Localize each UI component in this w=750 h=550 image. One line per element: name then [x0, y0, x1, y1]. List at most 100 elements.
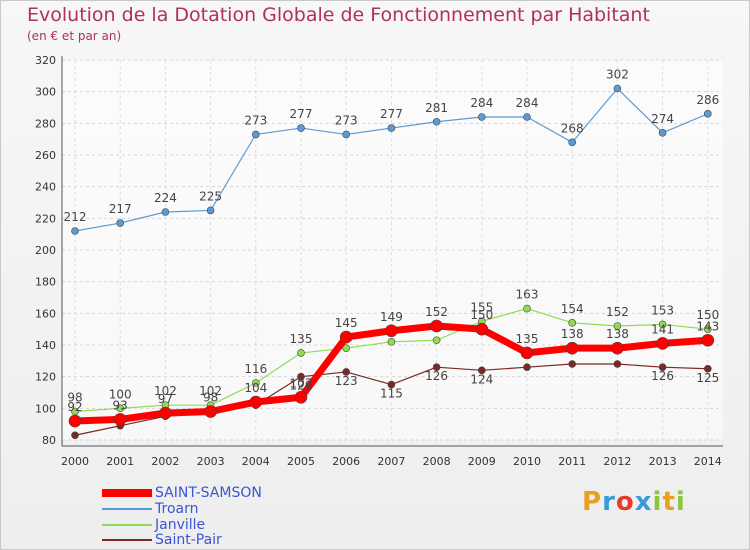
- x-tick-label: 2005: [287, 455, 315, 468]
- logo-letter: i: [652, 487, 663, 517]
- point-saint-pair: [658, 363, 667, 371]
- point-troarn: [71, 227, 79, 235]
- data-label-saint-samson: 150: [470, 308, 493, 322]
- point-janville: [116, 404, 124, 413]
- data-label-saint-pair: 115: [380, 387, 403, 401]
- point-janville: [613, 322, 622, 330]
- point-saint-samson: [113, 413, 127, 426]
- point-janville: [252, 379, 260, 387]
- x-tick-label: 2002: [151, 455, 179, 468]
- data-label-saint-samson: 97: [158, 392, 173, 406]
- data-label-saint-samson: 152: [425, 305, 448, 319]
- logo-letter: t: [662, 487, 676, 517]
- point-saint-pair: [613, 360, 622, 368]
- data-label-janville: 102: [154, 384, 177, 398]
- data-label-saint-samson: 92: [67, 400, 82, 414]
- point-saint-pair: [432, 363, 441, 371]
- data-label-saint-samson: 135: [516, 332, 539, 346]
- point-troarn: [206, 206, 215, 215]
- data-label-janville: 163: [516, 288, 539, 302]
- point-saint-pair: [342, 368, 351, 376]
- point-saint-samson: [475, 322, 489, 336]
- x-tick-label: 2001: [106, 455, 134, 468]
- data-label-saint-pair: 126: [425, 369, 448, 383]
- x-tick-label: 2009: [468, 455, 496, 468]
- data-label-troarn: 212: [64, 210, 87, 224]
- data-label-saint-pair: 126: [651, 369, 674, 383]
- point-saint-pair: [387, 380, 396, 389]
- logo-letter: x: [634, 487, 653, 517]
- point-troarn: [568, 138, 577, 147]
- point-saint-pair: [477, 366, 486, 375]
- legend-swatch: [102, 489, 152, 497]
- point-troarn: [477, 113, 486, 121]
- point-janville: [432, 336, 441, 345]
- data-label-troarn: 225: [199, 189, 222, 203]
- data-label-janville: 150: [696, 308, 719, 322]
- data-label-janville: 154: [561, 302, 584, 316]
- data-label-saint-samson: 104: [244, 381, 267, 395]
- point-saint-samson: [656, 337, 669, 350]
- point-janville: [703, 325, 712, 333]
- legend-label: Troarn: [155, 501, 199, 517]
- y-tick-label: 140: [35, 339, 56, 352]
- point-saint-samson: [520, 346, 534, 360]
- data-label-janville: 100: [109, 387, 132, 401]
- data-label-saint-samson: 149: [380, 310, 403, 324]
- data-label-janville: 135: [290, 332, 313, 346]
- y-tick-label: 260: [35, 149, 56, 162]
- data-label-troarn: 302: [606, 68, 629, 82]
- x-tick-label: 2014: [694, 455, 722, 468]
- chart-subtitle: (en € et par an): [27, 29, 122, 43]
- point-saint-samson: [159, 406, 172, 420]
- point-saint-samson: [701, 333, 715, 347]
- point-saint-samson: [430, 319, 443, 333]
- data-label-saint-samson: 93: [113, 398, 128, 412]
- point-troarn: [432, 117, 441, 126]
- point-troarn: [116, 219, 124, 227]
- data-label-troarn: 224: [154, 191, 177, 205]
- point-janville: [297, 349, 305, 357]
- y-tick-label: 120: [35, 371, 56, 384]
- point-troarn: [342, 130, 351, 139]
- data-label-saint-samson: 138: [561, 327, 584, 341]
- data-label-saint-samson: 107: [290, 376, 313, 390]
- point-saint-samson: [294, 390, 308, 404]
- point-janville: [568, 319, 577, 327]
- point-saint-pair: [568, 360, 577, 368]
- data-label-saint-samson: 141: [651, 322, 674, 336]
- point-janville: [342, 344, 351, 352]
- data-label-troarn: 273: [335, 113, 358, 127]
- data-label-janville: 116: [244, 362, 267, 376]
- point-saint-samson: [249, 395, 263, 409]
- point-janville: [387, 338, 396, 346]
- logo-letter: i: [675, 487, 686, 517]
- data-label-janville: 98: [67, 391, 82, 405]
- x-tick-label: 2011: [558, 455, 586, 468]
- data-label-saint-samson: 145: [335, 316, 358, 330]
- point-saint-pair: [71, 431, 79, 440]
- point-troarn: [703, 110, 712, 118]
- logo-letter: o: [615, 487, 635, 517]
- y-tick-label: 180: [35, 276, 56, 289]
- data-label-troarn: 274: [651, 112, 674, 126]
- data-label-saint-samson: 98: [203, 391, 218, 405]
- legend-swatch: [102, 508, 152, 510]
- point-saint-pair: [297, 372, 305, 381]
- proxiti-logo: Proxiti: [582, 487, 686, 517]
- legend-label: SAINT-SAMSON: [155, 485, 262, 501]
- x-tick-label: 2010: [513, 455, 541, 468]
- data-label-troarn: 273: [244, 113, 267, 127]
- y-tick-label: 280: [35, 117, 56, 130]
- point-saint-samson: [611, 341, 624, 355]
- data-label-troarn: 286: [696, 93, 719, 107]
- y-tick-label: 220: [35, 212, 56, 225]
- data-label-saint-pair: 123: [335, 374, 358, 388]
- y-tick-label: 100: [35, 402, 56, 415]
- legend-label: Janville: [155, 517, 206, 533]
- point-saint-samson: [339, 330, 353, 344]
- data-label-janville: 102: [199, 384, 222, 398]
- y-tick-label: 240: [35, 181, 56, 194]
- x-tick-label: 2006: [332, 455, 360, 468]
